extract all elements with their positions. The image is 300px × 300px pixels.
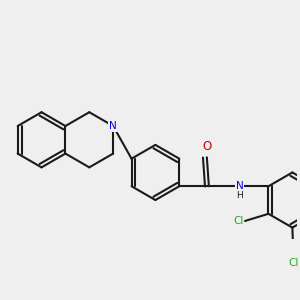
Text: N: N bbox=[109, 121, 117, 131]
Text: O: O bbox=[202, 140, 212, 153]
Text: N: N bbox=[236, 181, 243, 191]
Text: Cl: Cl bbox=[288, 258, 298, 268]
Text: H: H bbox=[236, 191, 243, 200]
Text: Cl: Cl bbox=[233, 216, 244, 226]
